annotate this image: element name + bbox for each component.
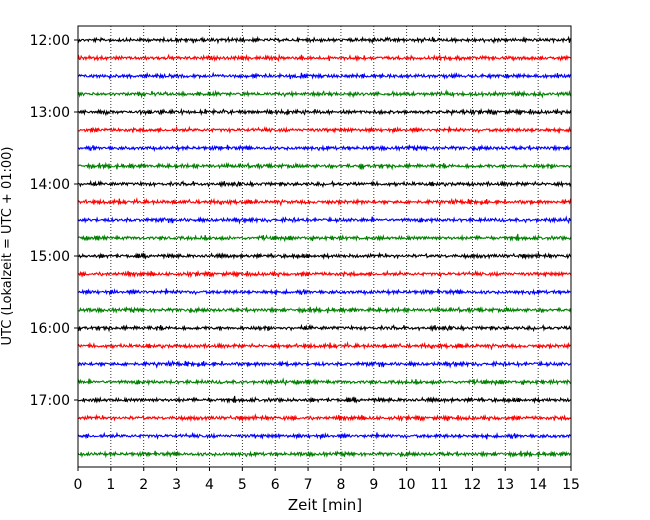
- trace-line: [77, 125, 572, 135]
- trace-line: [77, 449, 572, 459]
- trace-line: [77, 305, 572, 315]
- x-tick-label: 9: [369, 477, 378, 493]
- y-tick-label: 17:00: [30, 393, 70, 409]
- plot-frame: [77, 25, 572, 468]
- trace-line: [77, 197, 572, 207]
- trace-line: [77, 71, 572, 81]
- traces: [77, 35, 572, 459]
- x-tick-label: 7: [304, 477, 313, 493]
- x-tick-label: 5: [238, 477, 247, 493]
- grid-lines: [110, 26, 539, 467]
- x-tick-label: 12: [463, 477, 481, 493]
- trace-line: [77, 35, 572, 45]
- y-tick-label: 15:00: [30, 249, 70, 265]
- trace-line: [77, 341, 572, 351]
- y-tick-label: 14:00: [30, 177, 70, 193]
- x-tick-label: 15: [562, 477, 580, 493]
- trace-line: [77, 53, 572, 63]
- trace-line: [77, 377, 572, 387]
- trace-line: [77, 269, 572, 279]
- y-tick-label: 12:00: [30, 33, 70, 49]
- x-axis-label: Zeit [min]: [288, 496, 362, 514]
- trace-line: [77, 323, 572, 333]
- trace-line: [77, 89, 572, 99]
- y-tick-label: 13:00: [30, 105, 70, 121]
- x-tick-label: 13: [496, 477, 514, 493]
- y-tick-label: 16:00: [30, 321, 70, 337]
- x-tick-label: 8: [336, 477, 345, 493]
- x-tick-label: 1: [106, 477, 115, 493]
- trace-line: [77, 179, 572, 189]
- x-tick-label: 2: [139, 477, 148, 493]
- x-tick-label: 0: [74, 477, 83, 493]
- x-axis-ticks: 0 1 2 3 4 5 6 7 8 9 10 11 12 13 14 15: [74, 467, 580, 493]
- x-tick-label: 10: [398, 477, 416, 493]
- x-tick-label: 3: [172, 477, 181, 493]
- y-axis-label: UTC (Lokalzeit = UTC + 01:00): [0, 147, 15, 346]
- trace-line: [77, 431, 572, 441]
- x-tick-label: 11: [431, 477, 449, 493]
- trace-line: [77, 413, 572, 423]
- trace-line: [77, 144, 572, 153]
- trace-line: [77, 359, 572, 369]
- y-axis-ticks: 12:00 13:00 14:00 15:00 16:00 17:00: [30, 33, 78, 409]
- trace-line: [77, 233, 572, 243]
- trace-line: [77, 215, 572, 225]
- x-tick-label: 6: [271, 477, 280, 493]
- x-tick-label: 14: [529, 477, 547, 493]
- trace-line: [77, 107, 572, 117]
- trace-line: [77, 288, 572, 297]
- trace-line: [77, 251, 572, 261]
- trace-line: [77, 395, 572, 405]
- x-tick-label: 4: [205, 477, 214, 493]
- trace-line: [77, 161, 572, 171]
